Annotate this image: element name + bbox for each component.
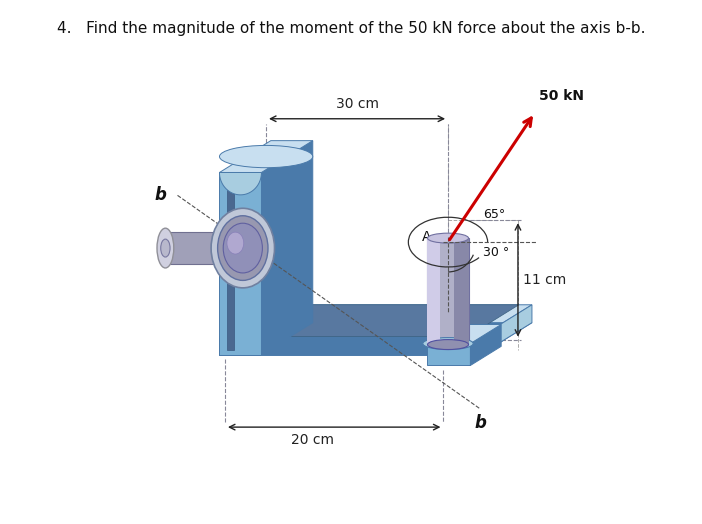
Polygon shape xyxy=(220,323,532,355)
Polygon shape xyxy=(232,305,519,336)
Polygon shape xyxy=(220,140,313,172)
Polygon shape xyxy=(261,140,313,355)
Text: 50 kN: 50 kN xyxy=(539,89,584,103)
Ellipse shape xyxy=(157,228,174,268)
Polygon shape xyxy=(428,344,470,365)
Polygon shape xyxy=(220,305,532,336)
Polygon shape xyxy=(227,180,234,350)
Text: b: b xyxy=(475,414,486,432)
Polygon shape xyxy=(220,336,481,355)
Text: A: A xyxy=(422,230,431,244)
Ellipse shape xyxy=(161,239,170,257)
Bar xyxy=(428,238,439,345)
Bar xyxy=(454,238,468,345)
Ellipse shape xyxy=(218,216,268,280)
Text: 4.   Find the magnitude of the moment of the 50 kN force about the axis b-b.: 4. Find the magnitude of the moment of t… xyxy=(57,21,645,36)
Text: 30 °: 30 ° xyxy=(484,246,510,258)
Ellipse shape xyxy=(428,233,468,243)
Ellipse shape xyxy=(423,337,473,350)
Ellipse shape xyxy=(211,208,274,288)
Bar xyxy=(166,232,241,264)
Polygon shape xyxy=(220,172,261,195)
Ellipse shape xyxy=(159,232,172,264)
Polygon shape xyxy=(220,172,261,355)
Ellipse shape xyxy=(220,146,313,168)
Bar xyxy=(428,238,468,345)
Text: 20 cm: 20 cm xyxy=(291,433,334,447)
Text: 11 cm: 11 cm xyxy=(522,273,566,287)
Text: 65°: 65° xyxy=(484,208,505,221)
Polygon shape xyxy=(470,324,501,365)
Text: b: b xyxy=(154,187,166,204)
Polygon shape xyxy=(428,324,501,344)
Polygon shape xyxy=(481,305,532,355)
Text: 30 cm: 30 cm xyxy=(336,97,378,111)
Ellipse shape xyxy=(428,340,468,350)
Ellipse shape xyxy=(223,223,263,273)
Ellipse shape xyxy=(234,232,248,264)
Ellipse shape xyxy=(227,232,244,254)
